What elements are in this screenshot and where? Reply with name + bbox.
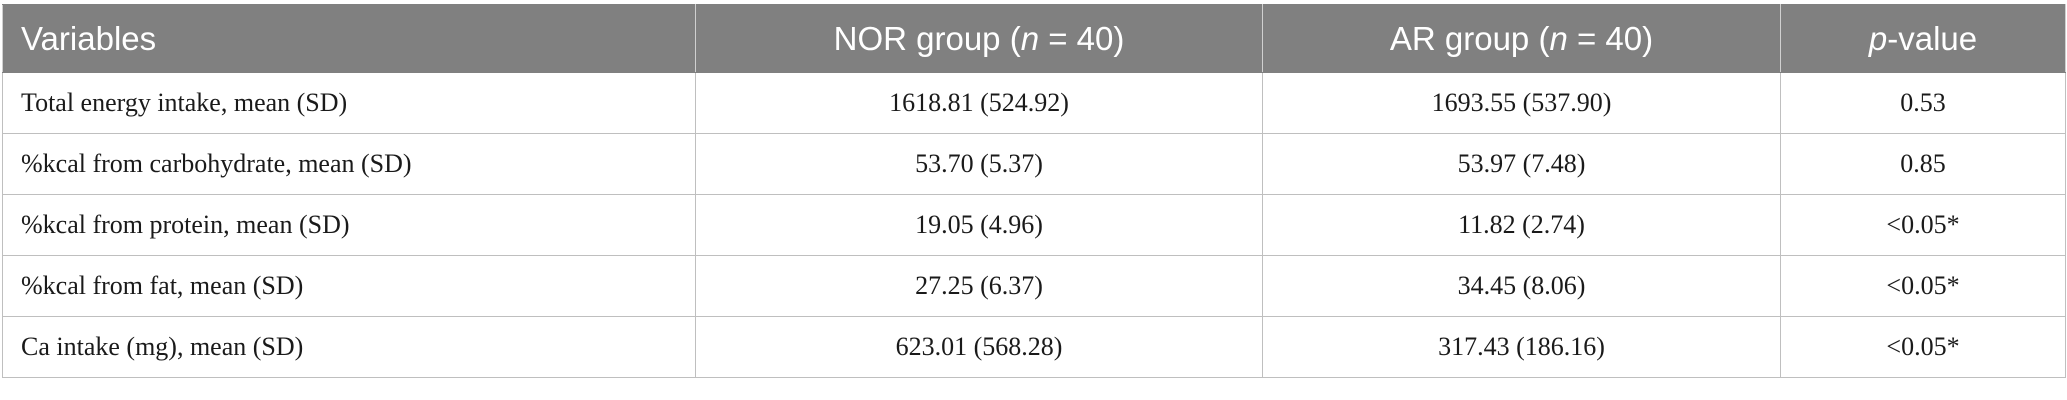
header-nor-prefix: NOR group ( [833, 19, 1021, 57]
cell-nor: 53.70 (5.37) [695, 133, 1263, 195]
header-nor-group: NOR group (n = 40) [695, 4, 1263, 73]
header-variables-label: Variables [21, 19, 157, 57]
table-body: Total energy intake, mean (SD) 1618.81 (… [2, 72, 2066, 378]
header-p-value: p-value [1780, 4, 2066, 73]
table-row: %kcal from protein, mean (SD) 19.05 (4.9… [2, 194, 2066, 256]
cell-ar: 34.45 (8.06) [1262, 255, 1781, 317]
cell-p-value: <0.05* [1780, 316, 2066, 378]
cell-p-value: 0.53 [1780, 72, 2066, 134]
header-variables: Variables [2, 4, 696, 73]
data-table-container: Variables NOR group (n = 40) AR group (n… [2, 4, 2066, 378]
cell-ar: 1693.55 (537.90) [1262, 72, 1781, 134]
cell-p-value: <0.05* [1780, 194, 2066, 256]
cell-nor: 1618.81 (524.92) [695, 72, 1263, 134]
header-row: Variables NOR group (n = 40) AR group (n… [2, 4, 2066, 73]
table-row: %kcal from fat, mean (SD) 27.25 (6.37) 3… [2, 255, 2066, 317]
cell-variable: %kcal from protein, mean (SD) [2, 194, 696, 256]
cell-variable: Total energy intake, mean (SD) [2, 72, 696, 134]
cell-nor: 623.01 (568.28) [695, 316, 1263, 378]
cell-p-value: 0.85 [1780, 133, 2066, 195]
header-p-suffix: -value [1887, 19, 1978, 57]
table-row: Ca intake (mg), mean (SD) 623.01 (568.28… [2, 316, 2066, 378]
cell-nor: 19.05 (4.96) [695, 194, 1263, 256]
header-nor-suffix: = 40) [1039, 19, 1125, 57]
header-nor-n: n [1020, 19, 1040, 57]
header-ar-suffix: = 40) [1567, 19, 1654, 57]
cell-p-value: <0.05* [1780, 255, 2066, 317]
cell-ar: 53.97 (7.48) [1262, 133, 1781, 195]
table-header: Variables NOR group (n = 40) AR group (n… [2, 4, 2066, 73]
cell-ar: 317.43 (186.16) [1262, 316, 1781, 378]
cell-nor: 27.25 (6.37) [695, 255, 1263, 317]
cell-variable: %kcal from fat, mean (SD) [2, 255, 696, 317]
cell-variable: %kcal from carbohydrate, mean (SD) [2, 133, 696, 195]
cell-ar: 11.82 (2.74) [1262, 194, 1781, 256]
header-ar-prefix: AR group ( [1389, 19, 1550, 57]
table-row: Total energy intake, mean (SD) 1618.81 (… [2, 72, 2066, 134]
cell-variable: Ca intake (mg), mean (SD) [2, 316, 696, 378]
header-ar-group: AR group (n = 40) [1262, 4, 1781, 73]
header-ar-n: n [1549, 19, 1568, 57]
table-row: %kcal from carbohydrate, mean (SD) 53.70… [2, 133, 2066, 195]
nutrient-intake-table: Variables NOR group (n = 40) AR group (n… [2, 4, 2066, 378]
header-p-italic: p [1868, 19, 1888, 57]
